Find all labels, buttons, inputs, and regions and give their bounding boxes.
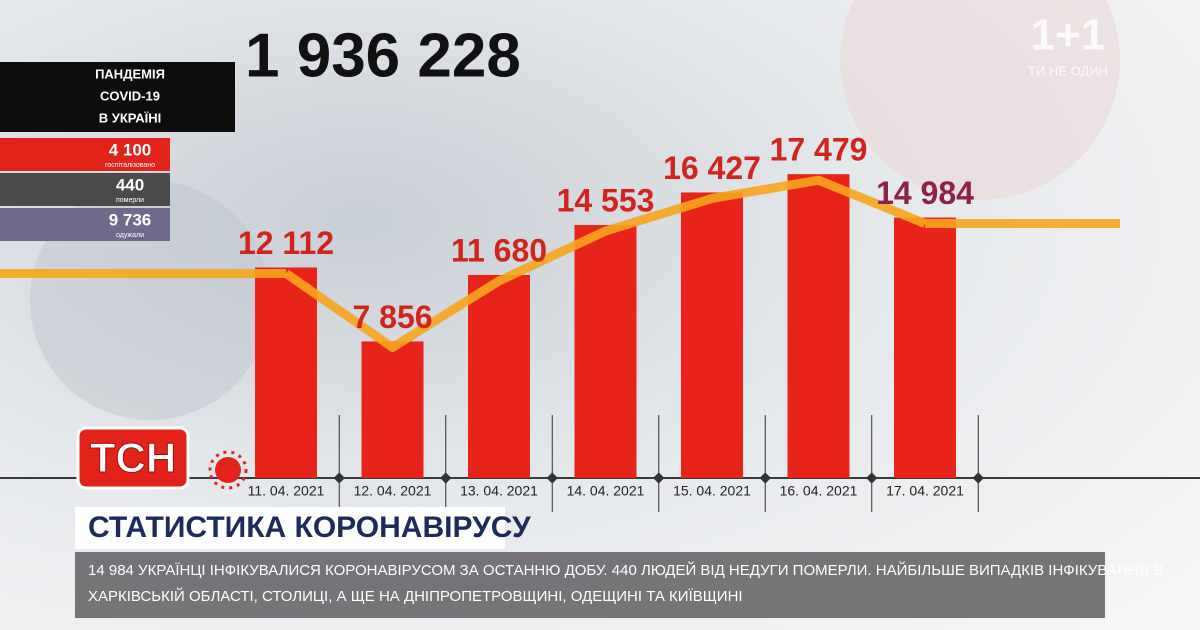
bar [574,225,637,478]
chart: 1 936 228 11. 04. 2021 12. 04. 2021 13. 04… [0,21,1200,512]
panel-header [0,62,235,132]
bar [681,192,743,478]
value-label: 12 112 [238,225,334,261]
virus-icon [208,450,248,490]
bar [787,174,850,478]
x-tick-label: 12. 04. 2021 [354,483,432,499]
bar [894,217,956,478]
panel-title: ПАНДЕМІЯ [95,66,165,81]
hospitalized-row [0,138,170,171]
deaths-row [0,173,170,206]
separator-marker [546,472,558,484]
x-tick-label: 14. 04. 2021 [567,483,645,499]
recovered-row [0,208,170,241]
value-label: 14 984 [876,175,974,211]
value-label: 14 553 [557,182,655,218]
separator-marker [972,472,984,484]
x-tick-label: 15. 04. 2021 [673,483,751,499]
show-logo: ТСН [90,434,176,481]
x-tick-label: 11. 04. 2021 [248,483,325,499]
background-blur [840,0,1120,200]
value-label: 11 680 [451,232,547,268]
bar [255,267,317,478]
stat-label: померли [116,197,144,204]
stat-value: 4 100 [109,140,152,159]
x-tick-label: 17. 04. 2021 [886,483,964,499]
stat-label: госпіталізовано [105,161,155,169]
separator-marker [440,472,452,484]
separator-marker [866,472,878,484]
show-logo-box [76,426,190,490]
covid-panel: ПАНДЕМІЯ COVID-19 В УКРАЇНІ 4 100 госпіт… [0,62,235,241]
panel-title: COVID-19 [100,88,160,103]
stat-value: 440 [116,175,144,194]
value-label: 16 427 [663,150,761,186]
ticker-text: ХАРКІВСЬКІЙ ОБЛАСТІ, СТОЛИЦІ, А ЩЕ НА ДН… [88,587,743,605]
separator-marker [759,472,771,484]
stat-label: одужали [116,232,144,239]
x-tick-label: 13. 04. 2021 [460,483,538,499]
bar [468,274,530,478]
headline-bar [75,507,505,549]
trend-line [283,175,927,352]
ticker-text: 14 984 УКРАЇНЦІ ІНФІКУВАЛИСЯ КОРОНАВІРУС… [88,561,1163,579]
value-label: 17 479 [770,132,868,168]
headline: СТАТИСТИКА КОРОНАВІРУСУ [88,511,531,544]
channel-slogan: ТИ НЕ ОДИН [1028,63,1108,78]
stat-value: 9 736 [109,210,152,229]
total-cases: 1 936 228 [245,21,521,90]
panel-title: В УКРАЇНІ [99,110,162,125]
channel-logo: 1+1 [1031,11,1106,60]
bar [361,341,424,478]
separator-marker [333,472,345,484]
x-tick-label: 16. 04. 2021 [780,483,858,499]
separator-marker [653,472,665,484]
ticker-bar [75,552,1105,618]
value-label: 7 856 [352,299,432,335]
